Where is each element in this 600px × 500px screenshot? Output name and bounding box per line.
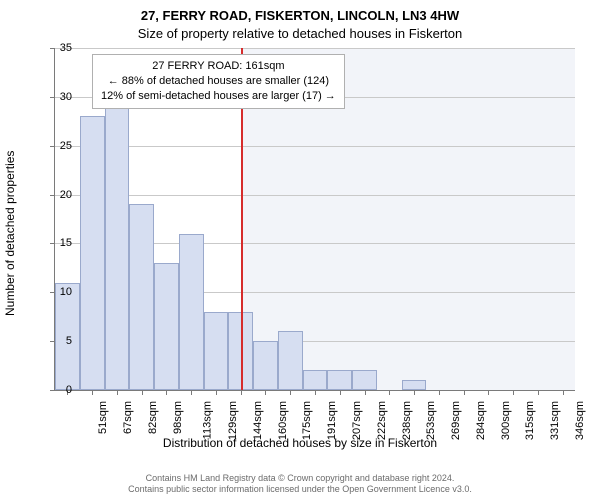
- histogram-bar: [278, 331, 303, 390]
- x-tick-label: 160sqm: [277, 401, 289, 440]
- x-tick-label: 98sqm: [172, 401, 184, 434]
- x-tick-mark: [365, 390, 366, 395]
- x-tick-label: 269sqm: [450, 401, 462, 440]
- x-tick-label: 191sqm: [326, 401, 338, 440]
- histogram-bar: [303, 370, 328, 390]
- annotation-property: 27 FERRY ROAD: 161sqm: [101, 59, 336, 74]
- y-tick-label: 30: [52, 91, 72, 103]
- x-tick-mark: [142, 390, 143, 395]
- x-tick-label: 113sqm: [202, 401, 214, 439]
- property-size-chart: 27, FERRY ROAD, FISKERTON, LINCOLN, LN3 …: [0, 0, 600, 500]
- x-tick-mark: [464, 390, 465, 395]
- histogram-bar: [80, 116, 105, 390]
- x-tick-label: 51sqm: [97, 401, 109, 434]
- x-tick-mark: [563, 390, 564, 395]
- x-tick-mark: [340, 390, 341, 395]
- histogram-bar: [253, 341, 278, 390]
- x-tick-mark: [241, 390, 242, 395]
- histogram-bar: [402, 380, 427, 390]
- x-tick-mark: [191, 390, 192, 395]
- x-tick-label: 67sqm: [122, 401, 134, 434]
- x-tick-label: 284sqm: [475, 401, 487, 440]
- y-tick-label: 5: [52, 335, 72, 347]
- histogram-bar: [105, 107, 130, 390]
- x-tick-label: 346sqm: [574, 401, 586, 440]
- histogram-bar: [204, 312, 229, 390]
- x-tick-mark: [414, 390, 415, 395]
- histogram-bar: [327, 370, 352, 390]
- x-tick-label: 253sqm: [425, 401, 437, 440]
- attribution-footer: Contains HM Land Registry data © Crown c…: [0, 473, 600, 496]
- x-tick-label: 144sqm: [252, 401, 264, 440]
- x-axis-label: Distribution of detached houses by size …: [0, 436, 600, 450]
- histogram-bar: [352, 370, 377, 390]
- chart-title-description: Size of property relative to detached ho…: [0, 26, 600, 41]
- histogram-bar: [129, 204, 154, 390]
- x-tick-mark: [92, 390, 93, 395]
- x-tick-label: 300sqm: [500, 401, 512, 440]
- x-tick-mark: [538, 390, 539, 395]
- gridline: [55, 195, 575, 196]
- annotation-larger: 12% of semi-detached houses are larger (…: [101, 89, 336, 104]
- gridline: [55, 146, 575, 147]
- annotation-smaller: ← 88% of detached houses are smaller (12…: [101, 74, 336, 89]
- y-tick-label: 25: [52, 140, 72, 152]
- x-tick-label: 238sqm: [401, 401, 413, 440]
- x-tick-label: 315sqm: [524, 401, 536, 440]
- x-tick-label: 331sqm: [549, 401, 561, 440]
- x-tick-mark: [166, 390, 167, 395]
- x-tick-label: 129sqm: [227, 401, 239, 440]
- x-tick-label: 222sqm: [376, 401, 388, 440]
- x-tick-label: 82sqm: [147, 401, 159, 434]
- x-tick-mark: [488, 390, 489, 395]
- x-tick-mark: [117, 390, 118, 395]
- gridline: [55, 48, 575, 49]
- annotation-box: 27 FERRY ROAD: 161sqm ← 88% of detached …: [92, 54, 345, 109]
- x-tick-mark: [290, 390, 291, 395]
- x-tick-mark: [265, 390, 266, 395]
- y-tick-label: 35: [52, 42, 72, 54]
- x-tick-mark: [439, 390, 440, 395]
- histogram-bar: [154, 263, 179, 390]
- y-axis-label: Number of detached properties: [3, 151, 17, 316]
- footer-copyright: Contains HM Land Registry data © Crown c…: [0, 473, 600, 485]
- x-tick-mark: [513, 390, 514, 395]
- y-tick-label: 15: [52, 237, 72, 249]
- histogram-bar: [179, 234, 204, 390]
- x-tick-mark: [389, 390, 390, 395]
- chart-title-address: 27, FERRY ROAD, FISKERTON, LINCOLN, LN3 …: [0, 8, 600, 23]
- y-tick-label: 20: [52, 189, 72, 201]
- x-tick-mark: [216, 390, 217, 395]
- x-tick-label: 175sqm: [302, 401, 314, 440]
- x-tick-mark: [315, 390, 316, 395]
- footer-license: Contains public sector information licen…: [0, 484, 600, 496]
- y-tick-label: 10: [52, 286, 72, 298]
- y-tick-label: 0: [52, 384, 72, 396]
- x-tick-label: 207sqm: [351, 401, 363, 440]
